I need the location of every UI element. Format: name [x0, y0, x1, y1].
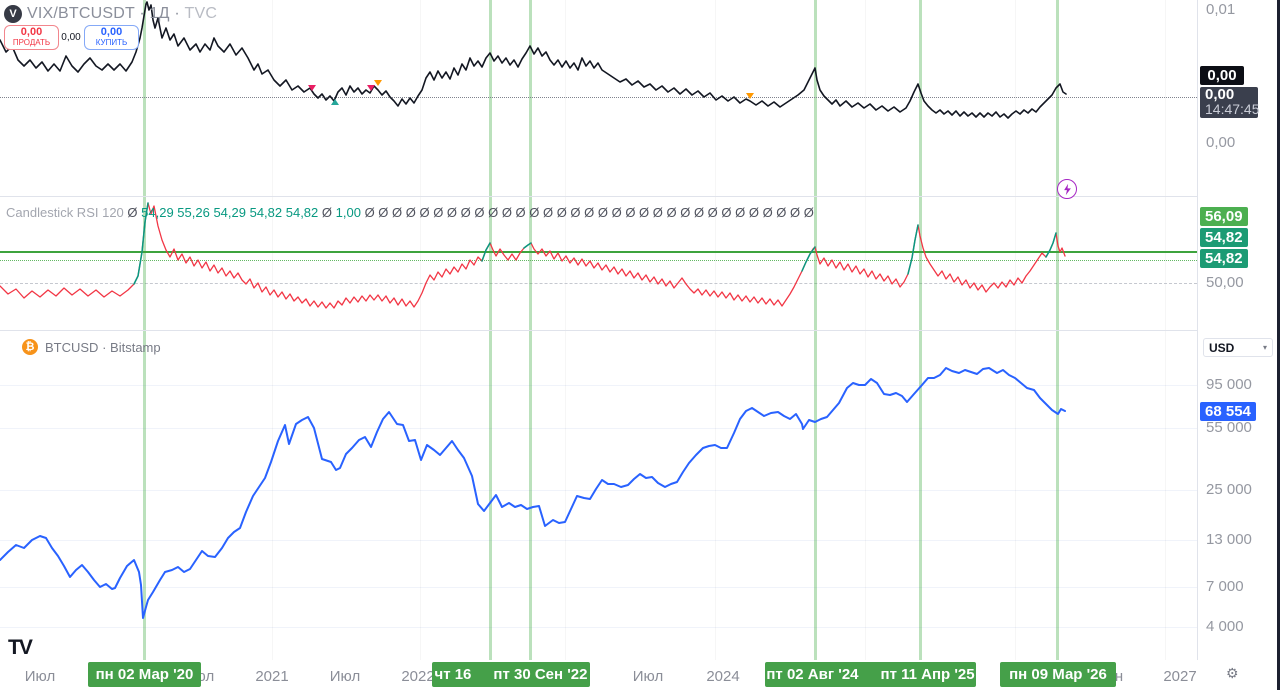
event-date-badge: чт 16 пт 30 Сен '22 [432, 662, 590, 687]
axis-label: 4 000 [1206, 618, 1244, 635]
pane1-countdown-badge: 0,00 14:47:45 [1200, 86, 1260, 118]
gridline [0, 540, 1197, 541]
time-label: 2024 [706, 668, 740, 685]
event-vertical-line [489, 0, 492, 663]
event-date-text: пт 11 Апр '25 [880, 666, 975, 683]
gridline [0, 627, 1197, 628]
event-date-text: пт 02 Авг '24 [766, 666, 859, 683]
event-date-text: пн 09 Мар '26 [1009, 666, 1107, 683]
spread-value: 0,00 [61, 32, 81, 43]
countdown-price: 0,00 [1205, 86, 1235, 103]
event-vertical-line [919, 0, 922, 663]
indicator-param: 1,00 [335, 205, 361, 220]
candlestick-rsi-overlay-2 [523, 242, 532, 249]
candlestick-rsi-overlay-5 [1045, 232, 1057, 258]
rsi-alert-badge: 56,09 [1200, 207, 1248, 226]
symbol-logo-icon: V [4, 5, 22, 23]
currency-value: USD [1209, 340, 1235, 355]
event-date-text: пн 02 Мар '20 [95, 666, 194, 683]
countdown-time: 14:47:45 [1205, 101, 1260, 117]
time-label: Июл [329, 668, 361, 685]
time-label: 2027 [1163, 668, 1197, 685]
pane1-last-price-badge: 0,00 [1200, 66, 1244, 85]
gridline [0, 385, 1197, 386]
rsi-50-dashed-line [0, 283, 1197, 284]
price-axis[interactable]: 0,01 0,00 0,00 14:47:45 0,00 56,09 54,82… [1198, 0, 1278, 660]
gridline [0, 490, 1197, 491]
btcusd-series [0, 367, 1066, 619]
pane1-average-dotted-line [0, 97, 1197, 98]
indicator-param-prefix: Ø [321, 205, 333, 220]
lightning-bolt-icon [1063, 183, 1071, 195]
flash-alert-icon[interactable] [1057, 179, 1077, 199]
trade-marker-up-icon [331, 99, 339, 105]
pane-separator[interactable] [0, 330, 1280, 331]
event-vertical-line [1056, 0, 1059, 663]
sell-label: ПРОДАТЬ [12, 37, 51, 47]
gear-icon[interactable]: ⚙ [1226, 665, 1239, 681]
axis-label: 0,01 [1206, 1, 1236, 18]
rsi-line-badge: 54,82 [1200, 249, 1248, 268]
btc-symbol-title: BTCUSD · Bitstamp [45, 339, 161, 355]
indicator-legend[interactable]: Candlestick RSI 120 Ø 54,29 55,26 54,29 … [6, 205, 814, 220]
gridline [0, 428, 1197, 429]
axis-label: 7 000 [1206, 578, 1244, 595]
event-date-text: чт 16 [434, 666, 472, 683]
axis-label: 0,00 [1206, 134, 1236, 151]
bitcoin-icon: ₿ [22, 339, 38, 355]
pane-separator[interactable] [0, 196, 1280, 197]
buy-label: КУПИТЬ [95, 37, 128, 47]
event-vertical-line [814, 0, 817, 663]
window-right-edge [1277, 0, 1280, 690]
sell-price: 0,00 [20, 26, 43, 38]
tradingview-logo[interactable]: TV [8, 636, 33, 659]
axis-label: 95 000 [1206, 376, 1252, 393]
event-vertical-line [143, 0, 146, 663]
indicator-name: Candlestick RSI 120 [6, 205, 124, 220]
axis-label: 50,00 [1206, 274, 1244, 291]
candlestick-rsi-overlay-4 [907, 224, 919, 275]
event-date-text: пт 30 Сен '22 [493, 666, 588, 683]
trade-marker-down-icon [374, 80, 382, 86]
symbol-legend[interactable]: V VIX/BTCUSDT · 1Д · TVC [4, 4, 217, 24]
gridline [0, 587, 1197, 588]
candlestick-rsi-overlay-0 [133, 202, 149, 285]
time-label: Июл [632, 668, 664, 685]
indicator-zeros: Ø Ø Ø Ø Ø Ø Ø Ø Ø Ø Ø Ø Ø Ø Ø Ø Ø Ø Ø Ø … [364, 205, 814, 220]
currency-select[interactable]: USD ▾ [1203, 338, 1273, 357]
event-date-badge: пн 09 Мар '26 [1000, 662, 1116, 687]
axis-label: 13 000 [1206, 531, 1252, 548]
event-vertical-line [529, 0, 532, 663]
trade-marker-down-icon [367, 85, 375, 91]
trade-marker-down-icon [308, 85, 316, 91]
time-label: Июл [24, 668, 56, 685]
rsi-line-badge: 54,82 [1200, 228, 1248, 247]
rsi-level-line-solid[interactable] [0, 251, 1197, 253]
buy-price: 0,00 [100, 26, 123, 38]
time-label: 2021 [255, 668, 289, 685]
indicator-zero-prefix: Ø [127, 205, 138, 220]
btc-symbol-legend[interactable]: ₿ BTCUSD · Bitstamp [22, 338, 161, 356]
axis-label: 25 000 [1206, 481, 1252, 498]
vix-btc-ratio-series [0, 1, 1067, 119]
axis-label: 55 000 [1206, 419, 1252, 436]
trade-marker-down-icon [746, 93, 754, 99]
chevron-down-icon: ▾ [1262, 343, 1267, 352]
sell-button[interactable]: 0,00 ПРОДАТЬ [4, 25, 59, 50]
candlestick-rsi-overlay-3 [801, 246, 816, 272]
buy-button[interactable]: 0,00 КУПИТЬ [84, 25, 139, 50]
event-date-badge: пт 02 Авг '24 пт 11 Апр '25 [765, 662, 976, 687]
time-label: 2022 [401, 668, 435, 685]
symbol-title: VIX/BTCUSDT · 1Д · TVC [27, 5, 218, 22]
event-date-badge: пн 02 Мар '20 [88, 662, 201, 687]
price-axis-separator [1197, 0, 1198, 690]
time-axis[interactable]: ИюлИюл2021Июл2022Июл2024Июн2027пн 02 Мар… [0, 660, 1280, 690]
candlestick-rsi-overlay-1 [481, 242, 491, 262]
rsi-level-line-dotted[interactable] [0, 260, 1197, 261]
btc-last-price-badge: 68 554 [1200, 402, 1256, 421]
indicator-values: 54,29 55,26 54,29 54,82 54,82 [141, 205, 319, 220]
